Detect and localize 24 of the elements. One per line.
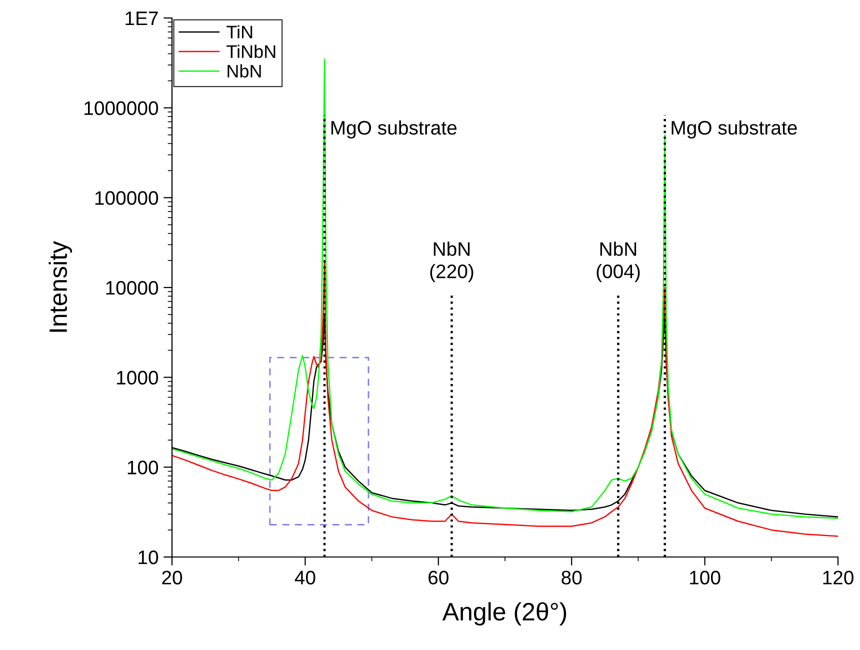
y-tick-label: 1E7 xyxy=(126,12,158,26)
line-series xyxy=(172,58,838,519)
y-tick-label: 10000 xyxy=(106,280,158,295)
ref-line-label: NbN (220) xyxy=(430,242,474,282)
legend-label: TiN xyxy=(226,25,252,38)
y-tick-label: 100000 xyxy=(95,191,158,205)
legend-label: TiNbN xyxy=(226,44,276,58)
x-tick-label: 100 xyxy=(690,570,720,584)
ref-line-label: MgO substrate xyxy=(331,120,456,139)
y-tick-label: 10 xyxy=(138,550,158,564)
x-axis-title: Angle (2θ°) xyxy=(442,602,566,626)
legend-label: NbN xyxy=(228,64,261,78)
y-tick-label: 1000 xyxy=(117,370,158,385)
x-tick-label: 60 xyxy=(428,570,448,584)
x-tick-label: 120 xyxy=(823,570,854,584)
y-tick-label: 1000000 xyxy=(84,101,158,116)
ref-line-label: NbN (004) xyxy=(596,242,640,282)
x-tick-label: 20 xyxy=(162,570,182,584)
line-series xyxy=(172,260,838,537)
ref-line-label: MgO substrate xyxy=(672,120,797,139)
x-tick-label: 40 xyxy=(294,570,316,584)
x-tick-label: 80 xyxy=(562,570,582,584)
y-tick-label: 100 xyxy=(128,460,158,474)
y-axis-title: Intensity xyxy=(48,240,72,332)
